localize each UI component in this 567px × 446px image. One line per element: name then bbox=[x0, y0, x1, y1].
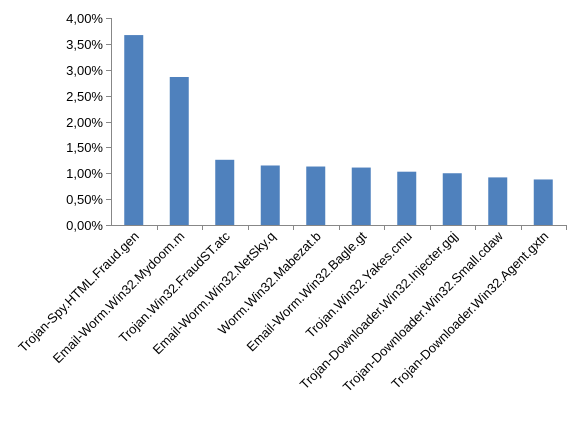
bar bbox=[169, 76, 189, 226]
y-tick-label: 3,50% bbox=[66, 37, 103, 52]
y-tick-label: 0,50% bbox=[66, 192, 103, 207]
y-tick-label: 1,00% bbox=[66, 166, 103, 181]
bars-layer bbox=[124, 35, 553, 226]
bar bbox=[533, 179, 553, 225]
y-tick-label: 0,00% bbox=[66, 218, 103, 233]
axes-layer bbox=[106, 18, 567, 230]
bar bbox=[260, 165, 280, 225]
y-tick-label: 1,50% bbox=[66, 140, 103, 155]
y-tick-label: 3,00% bbox=[66, 63, 103, 78]
bar bbox=[488, 177, 508, 225]
bar bbox=[306, 166, 326, 225]
bar bbox=[124, 35, 144, 225]
y-tick-label: 2,00% bbox=[66, 115, 103, 130]
bar bbox=[351, 167, 371, 225]
bar bbox=[442, 173, 462, 225]
x-category-label: Trojan-Downloader.Win32.Small.cdaw bbox=[340, 228, 507, 395]
labels-layer: 0,00% 0,50% 1,00% 1,50% 2,00% 2,50% 3,00% 3,50%… bbox=[15, 11, 551, 395]
y-tick-label: 2,50% bbox=[66, 89, 103, 104]
y-tick-label: 4,00% bbox=[66, 11, 103, 26]
bar bbox=[397, 171, 417, 225]
bar bbox=[215, 159, 235, 225]
